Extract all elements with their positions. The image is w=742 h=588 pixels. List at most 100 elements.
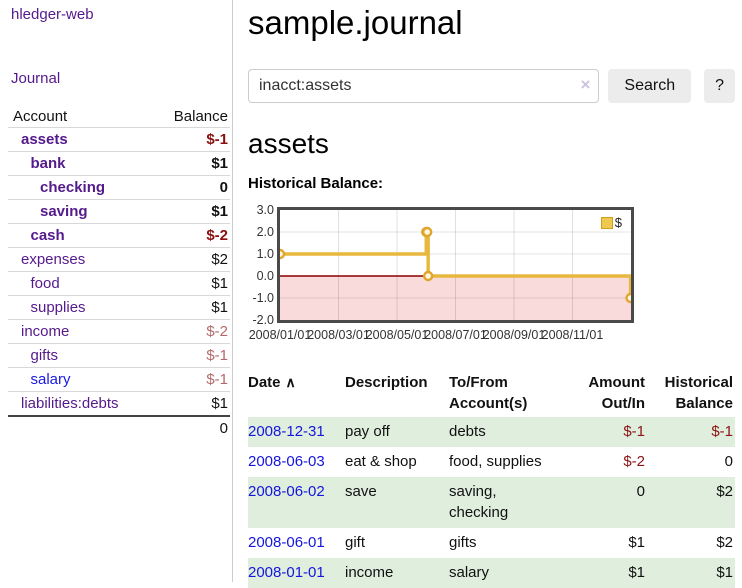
sidebar-account-row: cash $-2	[8, 223, 230, 247]
transaction-balance: $2	[716, 534, 733, 551]
transaction-date-link[interactable]: 2008-01-01	[248, 563, 325, 581]
y-axis-tick-label: -1.0	[252, 291, 274, 305]
x-axis-tick-label: 2008/11/01	[541, 328, 604, 342]
x-axis-tick-label: 2008/01/01	[248, 328, 312, 342]
account-link[interactable]: income	[21, 323, 70, 340]
account-link[interactable]: liabilities:debts	[21, 395, 119, 412]
y-axis-tick-label: 2.0	[256, 225, 274, 239]
account-balance: $-1	[206, 347, 228, 364]
sidebar-account-row: checking 0	[8, 175, 230, 199]
table-header: To/From Account(s)	[449, 374, 528, 412]
account-balance: $-2	[206, 323, 228, 340]
transaction-amount: $-1	[623, 423, 645, 440]
table-header-date-sortable[interactable]: Date ∧	[248, 374, 296, 391]
transaction-description: pay off	[345, 423, 390, 440]
search-form: × Search ?	[248, 69, 735, 103]
chart-legend: $	[600, 215, 622, 230]
account-link[interactable]: saving	[40, 203, 88, 220]
table-header: Description	[345, 374, 428, 391]
x-axis-tick-label: 2008/09/01	[482, 328, 546, 342]
sidebar-account-row: saving $1	[8, 199, 230, 223]
transaction-date-link[interactable]: 2008-06-01	[248, 534, 325, 551]
accounts-total-row: 0	[8, 415, 230, 439]
transaction-row: 2008-06-03 eat & shop food, supplies $-2 0	[248, 447, 735, 477]
account-balance: $2	[211, 251, 228, 268]
account-balance: $1	[211, 155, 228, 172]
account-link[interactable]: supplies	[30, 299, 86, 316]
transaction-amount: $1	[628, 534, 645, 551]
register-table: Date ∧ Description To/From Account(s) Amount…	[248, 370, 735, 588]
x-axis-tick-label: 2008/03/01	[307, 328, 370, 342]
transaction-accounts: salary	[449, 563, 490, 581]
accounts-total-value: 0	[219, 419, 228, 437]
chart-series	[280, 210, 631, 320]
account-balance: $-2	[206, 227, 228, 244]
transaction-accounts: debts	[449, 423, 486, 440]
account-link[interactable]: assets	[21, 131, 68, 148]
transaction-amount: 0	[636, 482, 645, 500]
accounts-panel: Account Balance assets $-1 bank $1 checking 0…	[8, 105, 230, 439]
chart-title: Historical Balance:	[248, 175, 384, 192]
sidebar-account-row: expenses $2	[8, 247, 230, 271]
sidebar-account-row: food $1	[8, 271, 230, 295]
transaction-date-link[interactable]: 2008-12-31	[248, 423, 325, 440]
sidebar-account-row: bank $1	[8, 151, 230, 175]
transaction-balance: 0	[724, 452, 733, 470]
account-link[interactable]: salary	[30, 371, 71, 388]
app-brand-link[interactable]: hledger-web	[11, 6, 94, 23]
transaction-row: 2008-06-01 gift gifts $1 $2	[248, 528, 735, 558]
sidebar-account-row: gifts $-1	[8, 343, 230, 367]
transaction-description: gift	[345, 534, 366, 551]
search-input[interactable]	[248, 69, 600, 103]
transaction-balance: $2	[716, 482, 733, 500]
legend-swatch-icon	[600, 216, 613, 229]
sidebar-account-row: salary $-1	[8, 367, 230, 391]
transaction-row: 2008-06-02 save saving, checking 0 $2	[248, 476, 735, 528]
help-button[interactable]: ?	[704, 69, 735, 103]
account-balance: $-1	[206, 371, 228, 388]
sidebar-account-row: supplies $1	[8, 295, 230, 319]
account-balance: $1	[211, 203, 228, 220]
page-title: sample.journal	[248, 4, 463, 41]
clear-search-icon[interactable]: ×	[580, 75, 591, 94]
historical-balance-chart: $ 3.0 2.0 1.0 0.0 -1.0 -2.0 2008/01/01 2008/03…	[248, 203, 735, 347]
account-balance: 0	[219, 179, 228, 196]
account-link[interactable]: food	[30, 275, 60, 292]
sidebar-account-row: income $-2	[8, 319, 230, 343]
account-link[interactable]: expenses	[21, 251, 86, 268]
account-link[interactable]: checking	[40, 179, 106, 196]
transaction-accounts: saving, checking	[449, 482, 509, 522]
transaction-description: save	[345, 482, 377, 500]
account-balance: $1	[211, 299, 228, 316]
search-box: ×	[248, 69, 600, 103]
sort-ascending-icon: ∧	[285, 374, 296, 390]
sidebar: hledger-web Journal Account Balance asse…	[0, 0, 233, 582]
sidebar-item-journal[interactable]: Journal	[11, 70, 61, 87]
transaction-row: 2008-01-01 income salary $1 $1	[248, 557, 735, 588]
table-header: Amount Out/In	[588, 374, 645, 412]
account-link[interactable]: bank	[30, 155, 66, 172]
transaction-date-link[interactable]: 2008-06-03	[248, 452, 325, 470]
chart-plot-area: $	[277, 207, 634, 323]
accounts-header: Account Balance	[8, 105, 230, 127]
register-account-heading: assets	[248, 128, 329, 159]
account-link[interactable]: gifts	[30, 347, 59, 364]
legend-label: $	[614, 215, 622, 230]
accounts-header-account: Account	[13, 107, 68, 125]
transaction-amount: $-2	[623, 452, 645, 470]
accounts-header-balance: Balance	[173, 107, 228, 125]
transaction-date-link[interactable]: 2008-06-02	[248, 482, 325, 500]
search-button[interactable]: Search	[608, 69, 692, 103]
transaction-accounts: gifts	[449, 534, 477, 551]
account-link[interactable]: cash	[30, 227, 65, 244]
x-axis-tick-label: 2008/07/01	[424, 328, 487, 342]
table-header: Historical Balance	[664, 374, 733, 412]
transaction-balance: $1	[716, 563, 733, 581]
main-content: sample.journal × Search ? assets Histori…	[234, 0, 742, 588]
x-axis-tick-label: 2008/05/01	[365, 328, 429, 342]
y-axis-tick-label: -2.0	[252, 313, 274, 327]
transaction-amount: $1	[628, 563, 645, 581]
transaction-accounts: food, supplies	[449, 452, 542, 470]
transaction-row: 2008-12-31 pay off debts $-1 $-1	[248, 417, 735, 447]
y-axis-tick-label: 0.0	[256, 269, 274, 283]
